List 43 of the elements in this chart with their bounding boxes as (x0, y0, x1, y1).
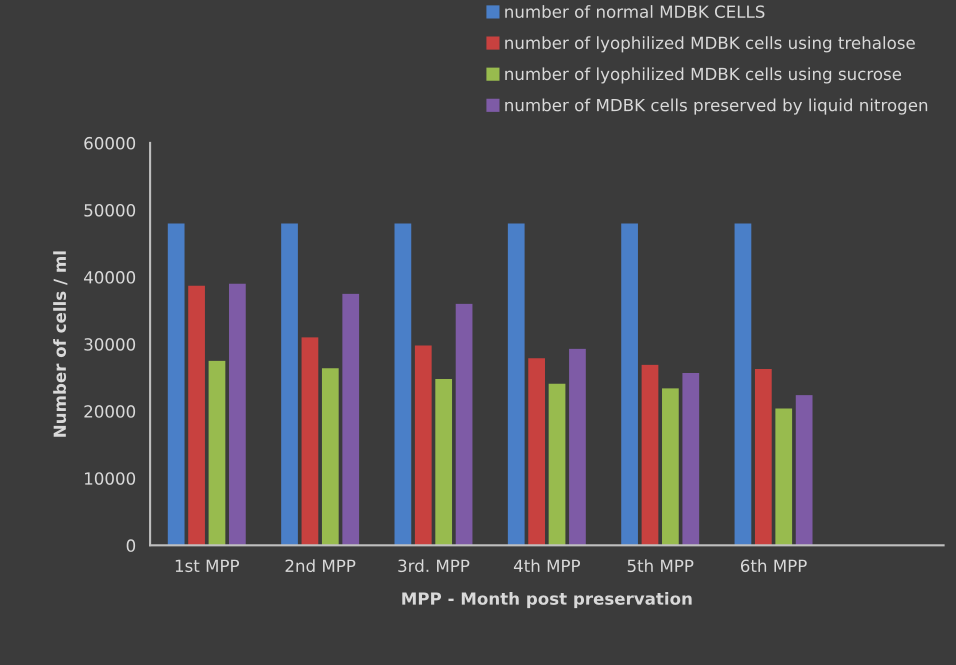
bar (414, 345, 432, 546)
bar (168, 223, 185, 546)
bar (394, 223, 412, 546)
bar (342, 294, 360, 546)
x-axis-title: MPP - Month post preservation (402, 592, 692, 608)
legend-label: number of MDBK cells preserved by liquid nitrogen (505, 98, 928, 115)
bar (508, 223, 525, 546)
y-tick-label: 40000 (84, 271, 136, 284)
y-tick-label: 20000 (84, 405, 136, 418)
bar (302, 337, 318, 546)
x-tick-label: 5th MPP (628, 559, 694, 572)
bar (548, 384, 566, 546)
y-tick-label: 30000 (84, 338, 136, 351)
bar (322, 368, 339, 546)
bar (208, 360, 226, 546)
bar (796, 395, 813, 546)
bar (281, 223, 298, 546)
y-tick-label: 60000 (84, 136, 136, 150)
bar (734, 223, 752, 546)
x-tick-label: 4th MPP (514, 559, 580, 572)
bar (528, 358, 545, 546)
x-tick-label: 2nd MPP (286, 559, 356, 572)
y-tick-label: 50000 (84, 204, 136, 217)
legend-label: number of lyophilized MDBK cells using trehalose (505, 36, 915, 52)
bar (435, 379, 452, 546)
bar (188, 286, 205, 546)
y-tick-label: 10000 (85, 472, 136, 485)
bar (754, 368, 772, 546)
y-axis-title: Number of cells / ml (53, 251, 68, 437)
legend-label: number of lyophilized MDBK cells using sucrose (505, 67, 902, 84)
legend-label: number of normal MDBK CELLS (505, 5, 764, 18)
bar (569, 348, 586, 546)
bar (621, 223, 638, 546)
bar (642, 364, 658, 546)
bar (456, 304, 472, 546)
bar (229, 284, 246, 546)
bar (662, 388, 679, 546)
x-tick-label: 1st MPP (176, 560, 240, 572)
x-tick-label: 3rd. MPP (398, 559, 470, 572)
x-tick-label: 6th MPP (740, 559, 807, 572)
bar (682, 372, 700, 546)
bar (775, 408, 792, 546)
y-tick-label: 0 (126, 539, 136, 552)
